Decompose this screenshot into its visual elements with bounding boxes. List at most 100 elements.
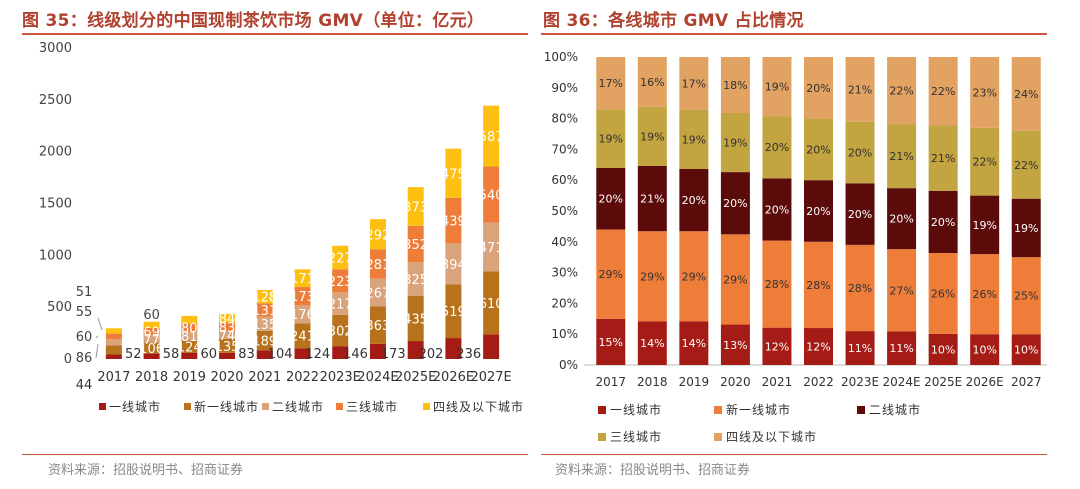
bar-segment [887, 249, 917, 332]
bar-value-label: 236 [456, 347, 481, 362]
right-figure-title: 图 36：各线城市 GMV 占比情况 [543, 11, 804, 31]
left-source-rule [22, 454, 528, 455]
bar-segment [970, 195, 1000, 255]
bar-segment [407, 187, 424, 226]
bar-value-label: 19% [599, 133, 623, 146]
label-leader-line [97, 317, 103, 331]
bar-value-label: 58 [163, 347, 180, 362]
bar-value-label: 292 [366, 228, 391, 243]
legend-label: 新一线城市 [194, 399, 259, 414]
bar-segment [332, 346, 349, 359]
bar-value-label: 14% [682, 337, 706, 350]
bar-segment [483, 105, 500, 167]
bar-segment [294, 323, 311, 349]
bar-value-label: 20% [889, 213, 913, 226]
bar-value-label: 55 [76, 305, 93, 320]
bar-value-label: 267 [366, 286, 391, 301]
bar-segment [219, 331, 236, 339]
bar-value-label: 29% [723, 273, 747, 286]
bar-value-label: 281 [366, 258, 391, 273]
bar-segment [181, 352, 198, 359]
bar-value-label: 29% [682, 270, 706, 283]
x-tick-label: 2018 [637, 375, 668, 389]
bar-value-label: 60 [143, 308, 160, 323]
bar-segment [294, 269, 311, 288]
bar-value-label: 28% [765, 278, 789, 291]
bar-segment [105, 345, 122, 355]
bar-segment [369, 306, 386, 344]
bar-value-label: 20% [765, 203, 789, 216]
legend-item: 三线城市 [598, 429, 662, 444]
x-tick-label: 2025E [924, 375, 962, 389]
legend-label: 二线城市 [272, 399, 324, 414]
bar-value-label: 394 [441, 258, 466, 273]
bar-segment [294, 287, 311, 305]
bar-segment [143, 328, 160, 336]
bar-segment [887, 188, 917, 250]
bar-value-label: 352 [403, 238, 428, 253]
bar-value-label: 106 [139, 342, 164, 357]
bar-segment [845, 183, 875, 245]
legend-item: 新一线城市 [714, 402, 790, 417]
bar-value-label: 124 [177, 341, 202, 356]
bar-value-label: 21% [889, 150, 913, 163]
legend-swatch [714, 406, 722, 414]
bar-segment [679, 109, 709, 169]
bar-value-label: 10% [972, 344, 996, 357]
legend-item: 一线城市 [99, 399, 160, 414]
x-tick-label: 2027 [1011, 375, 1042, 389]
bar-segment [804, 241, 833, 329]
bar-value-label: 241 [290, 330, 315, 345]
bar-segment [637, 106, 667, 166]
bar-value-label: 27% [889, 284, 913, 297]
bar-segment [407, 295, 424, 342]
bar-value-label: 19% [765, 81, 789, 94]
legend-item: 四线及以下城市 [714, 429, 816, 444]
x-tick-label: 2026E [966, 375, 1004, 389]
bar-value-label: 20% [599, 193, 623, 206]
bar-segment [181, 323, 198, 332]
x-tick-label: 2020 [210, 370, 243, 385]
y-tick-label: 20% [551, 296, 578, 310]
legend-swatch [598, 433, 606, 441]
bar-segment [596, 167, 626, 230]
bar-value-label: 11% [848, 342, 872, 355]
bar-segment [483, 166, 500, 223]
bar-segment [256, 289, 273, 304]
bar-value-label: 15% [599, 336, 623, 349]
bar-value-label: 171 [290, 272, 315, 287]
bar-segment [445, 338, 462, 359]
bar-value-label: 13% [723, 339, 747, 352]
bar-segment [332, 269, 349, 293]
bar-value-label: 52 [125, 347, 142, 362]
legend-item: 二线城市 [857, 402, 920, 417]
bar-value-label: 80 [181, 322, 198, 337]
legend-label: 三线城市 [610, 429, 662, 444]
bar-segment [679, 169, 709, 232]
bar-segment [596, 109, 626, 168]
y-tick-label: 100% [544, 50, 578, 64]
bar-value-label: 29% [640, 270, 664, 283]
bar-segment [256, 350, 273, 359]
legend-item: 新一线城市 [184, 399, 259, 414]
bar-segment [483, 271, 500, 335]
bar-segment [332, 314, 349, 347]
bar-value-label: 20% [848, 208, 872, 221]
bar-segment [720, 113, 750, 173]
bar-value-label: 435 [403, 313, 428, 328]
bar-segment [928, 253, 958, 334]
x-tick-label: 2019 [173, 370, 206, 385]
bar-value-label: 86 [76, 351, 93, 366]
y-tick-label: 2500 [39, 93, 72, 108]
label-leader-line [95, 343, 99, 359]
bar-segment [445, 284, 462, 339]
bar-value-label: 124 [305, 347, 330, 362]
right-figure: 图 36：各线城市 GMV 占比情况 0% 10% 20% 30% 40% 50% 60% 7… [541, 0, 1080, 489]
bar-segment [369, 249, 386, 279]
x-tick-label: 2027E [470, 370, 511, 385]
bar-segment [1011, 130, 1041, 199]
bar-segment [445, 197, 462, 244]
bar-value-label: 189 [252, 335, 277, 350]
right-source-note: 资料来源：招股说明书、招商证券 [555, 463, 751, 478]
bar-segment [845, 121, 875, 184]
